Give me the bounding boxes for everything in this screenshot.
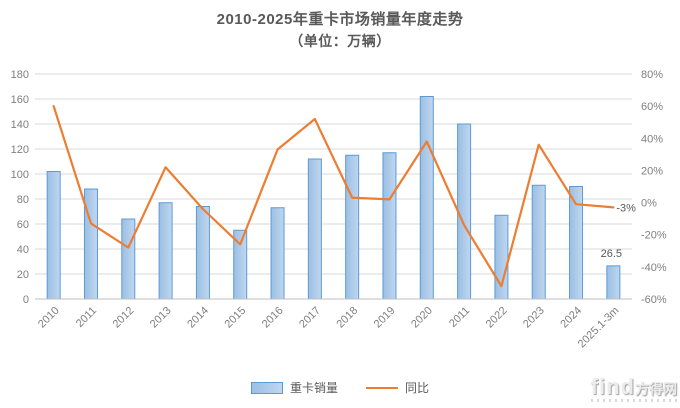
right-axis-tick: -20%: [641, 230, 667, 242]
left-axis-tick: 60: [17, 219, 29, 231]
legend-item-yoy: 同比: [366, 379, 429, 396]
sales-bars: [46, 96, 621, 300]
watermark-latin: find: [590, 374, 635, 399]
watermark-logo: find方得网: [591, 376, 677, 402]
line-value-label: -3%: [616, 202, 636, 214]
left-axis-tick: 140: [11, 119, 29, 131]
x-axis-tick: 2014: [185, 305, 211, 331]
x-axis-tick: 2017: [297, 305, 323, 331]
x-axis-tick: 2011: [74, 305, 99, 330]
left-axis-tick: 80: [17, 194, 29, 206]
x-axis-labels: 2010 2011 2012 2013 2014 2015 2016 2017 2018 2019…: [36, 305, 621, 351]
left-axis-tick: 120: [11, 144, 29, 156]
legend-label-yoy: 同比: [405, 381, 430, 395]
watermark-dots: [591, 399, 677, 402]
x-axis-tick: 2023: [521, 305, 547, 331]
bar-2019: [382, 152, 397, 300]
left-axis-tick: 160: [11, 94, 29, 106]
bar-swatch: [250, 381, 283, 394]
x-axis-tick: 2019: [372, 305, 398, 331]
right-axis-tick: 20%: [641, 165, 663, 177]
left-axis-tick: 180: [11, 69, 29, 81]
x-axis-tick: 2022: [484, 305, 510, 331]
right-axis-tick: -60%: [641, 294, 667, 306]
watermark-cjk: 方得网: [635, 381, 677, 397]
x-axis-tick: 2013: [148, 305, 174, 331]
bar-value-label: 26.5: [601, 248, 622, 260]
bar-2020: [419, 96, 434, 300]
bar-2023: [531, 184, 546, 300]
x-axis-tick: 2015: [223, 305, 249, 331]
left-axis-tick: 100: [11, 169, 29, 181]
left-axis-labels: 0 20 40 60 80 100 120 140 160 180: [11, 69, 29, 306]
legend-label-sales: 重卡销量: [289, 381, 338, 395]
x-axis-tick: 2011: [447, 305, 472, 330]
x-axis-tick: 2012: [111, 305, 137, 331]
right-axis-tick: 80%: [641, 69, 663, 81]
data-labels: 26.5 -3%: [601, 202, 636, 259]
left-axis-tick: 20: [17, 269, 29, 281]
chart-title: 2010-2025年重卡市场销量年度走势: [216, 11, 464, 28]
chart-subtitle: （单位：万辆）: [289, 33, 391, 49]
x-axis-tick: 2024: [558, 305, 584, 331]
x-axis-tick: 2025.1-3m: [576, 305, 622, 351]
x-axis-tick: 2018: [334, 305, 360, 331]
bar-2012: [121, 218, 136, 300]
bar-2013: [158, 202, 173, 300]
left-axis-tick: 0: [23, 294, 29, 306]
right-axis-tick: 0%: [641, 198, 657, 210]
x-axis-tick: 2016: [260, 305, 286, 331]
right-axis-tick: 60%: [641, 101, 663, 113]
bar-2010: [46, 171, 61, 300]
bar-2011: [83, 188, 98, 300]
bar-2011: [457, 123, 472, 300]
right-axis-labels: 80% 60% 40% 20% 0% -20% -40% -60%: [641, 69, 667, 306]
bar-2017: [307, 158, 322, 300]
x-axis-tick: 2020: [409, 305, 435, 331]
x-axis-tick: 2010: [36, 305, 62, 331]
yoy-line: [52, 105, 615, 288]
legend: 重卡销量 同比: [0, 379, 680, 396]
legend-item-sales: 重卡销量: [250, 379, 338, 396]
bar-2025.1-3m: [606, 265, 621, 300]
bar-2018: [345, 154, 360, 300]
left-axis-tick: 40: [17, 244, 29, 256]
bar-2014: [195, 206, 210, 300]
bar-2016: [270, 207, 285, 300]
right-axis-tick: 40%: [641, 133, 663, 145]
right-axis-tick: -40%: [641, 262, 667, 274]
line-swatch: [366, 386, 398, 389]
